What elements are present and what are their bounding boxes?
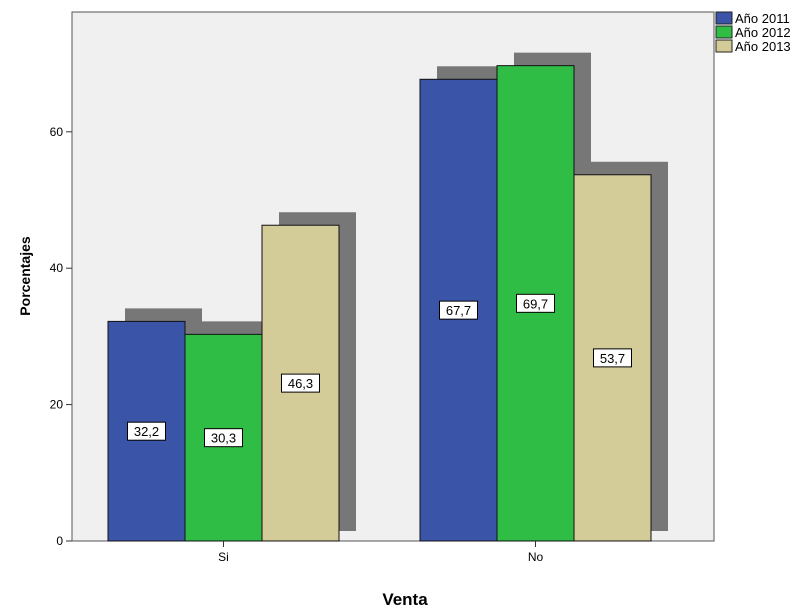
data-label: 53,7 bbox=[600, 351, 625, 366]
x-axis-title: Venta bbox=[382, 590, 428, 609]
data-label: 30,3 bbox=[211, 431, 236, 446]
data-label-box bbox=[281, 373, 320, 393]
data-label: 69,7 bbox=[523, 296, 548, 311]
x-tick-label: No bbox=[528, 550, 544, 564]
data-label: 46,3 bbox=[288, 376, 313, 391]
data-labels: 32,2 30,3 46,3 67,7 69,7 53,7 bbox=[127, 293, 632, 448]
y-tick-label: 40 bbox=[50, 261, 64, 275]
legend-swatch bbox=[715, 25, 733, 39]
data-label-box bbox=[204, 428, 243, 448]
data-label-box bbox=[127, 421, 166, 441]
data-label: 67,7 bbox=[446, 303, 471, 318]
y-tick-label: 60 bbox=[50, 125, 64, 139]
legend-label: Año 2013 bbox=[735, 39, 791, 54]
legend-label: Año 2012 bbox=[735, 25, 791, 40]
y-tick-label: 20 bbox=[50, 398, 64, 412]
y-tick-label: 0 bbox=[56, 534, 63, 548]
data-label-box bbox=[593, 348, 632, 368]
legend-label: Año 2011 bbox=[735, 11, 790, 26]
legend-swatch bbox=[715, 39, 733, 53]
x-tick-label: Si bbox=[218, 550, 229, 564]
data-label-box bbox=[439, 300, 478, 320]
legend-swatch bbox=[715, 11, 733, 25]
data-label-box bbox=[516, 293, 555, 313]
y-axis-title: Porcentajes bbox=[17, 236, 33, 316]
axes: 0 20 40 60 Si No bbox=[50, 125, 544, 564]
data-label: 32,2 bbox=[134, 424, 159, 439]
